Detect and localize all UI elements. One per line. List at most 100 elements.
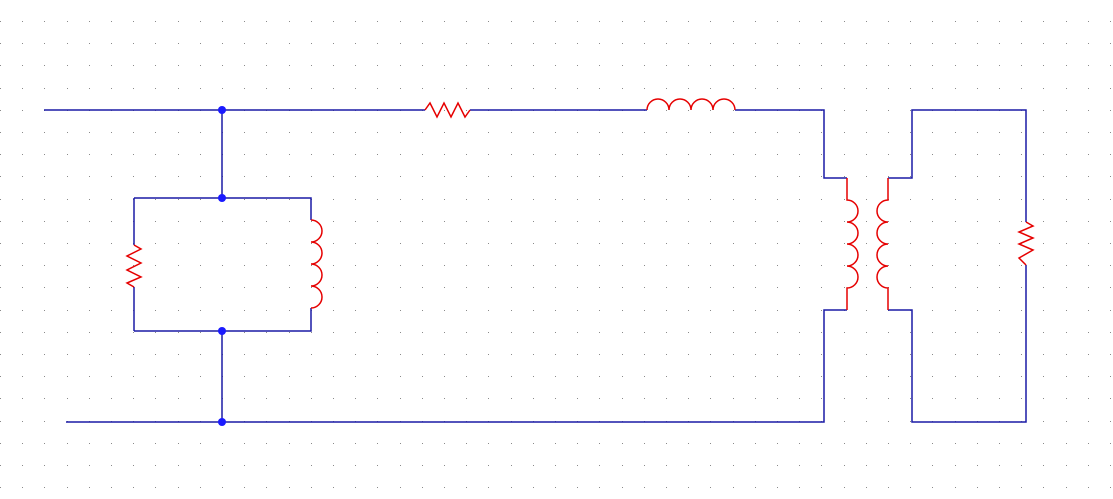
grid-dot — [666, 287, 667, 288]
grid-dot — [200, 398, 201, 399]
grid-dot — [1066, 132, 1067, 133]
grid-dot — [67, 65, 68, 66]
grid-dot — [1110, 21, 1111, 22]
grid-dot — [178, 221, 179, 222]
grid-dot — [955, 376, 956, 377]
grid-dot — [89, 154, 90, 155]
grid-dot — [999, 176, 1000, 177]
grid-dot — [422, 21, 423, 22]
grid-dot — [910, 487, 911, 488]
grid-dot — [844, 398, 845, 399]
grid-dot — [888, 154, 889, 155]
grid-dot — [999, 310, 1000, 311]
grid-dot — [44, 65, 45, 66]
grid-dot — [44, 332, 45, 333]
grid-dot — [1066, 287, 1067, 288]
shunt-inductor — [310, 219, 323, 309]
grid-dot — [266, 221, 267, 222]
grid-dot — [977, 199, 978, 200]
grid-dot — [955, 332, 956, 333]
grid-dot — [466, 65, 467, 66]
grid-dot — [555, 221, 556, 222]
grid-dot — [910, 465, 911, 466]
grid-dot — [821, 243, 822, 244]
grid-dot — [44, 199, 45, 200]
grid-dot — [511, 132, 512, 133]
grid-dot — [688, 176, 689, 177]
grid-dot — [1110, 443, 1111, 444]
grid-dot — [422, 88, 423, 89]
grid-dot — [155, 132, 156, 133]
grid-dot — [932, 376, 933, 377]
grid-dot — [67, 465, 68, 466]
grid-dot — [555, 310, 556, 311]
grid-dot — [244, 398, 245, 399]
grid-dot — [178, 65, 179, 66]
grid-dot — [1043, 354, 1044, 355]
grid-dot — [400, 265, 401, 266]
grid-dot — [555, 465, 556, 466]
grid-dot — [821, 154, 822, 155]
grid-dot — [1066, 487, 1067, 488]
grid-dot — [488, 310, 489, 311]
junction-dot — [218, 418, 226, 426]
grid-dot — [22, 88, 23, 89]
grid-dot — [755, 465, 756, 466]
grid-dot — [932, 310, 933, 311]
grid-dot — [44, 43, 45, 44]
grid-dot — [311, 65, 312, 66]
grid-dot — [222, 243, 223, 244]
grid-dot — [1088, 221, 1089, 222]
grid-dot — [1110, 310, 1111, 311]
grid-dot — [22, 265, 23, 266]
grid-dot — [67, 487, 68, 488]
shunt-resistor — [125, 244, 143, 288]
grid-dot — [1021, 487, 1022, 488]
grid-dot — [555, 398, 556, 399]
grid-dot — [67, 354, 68, 355]
grid-dot — [400, 43, 401, 44]
grid-dot — [400, 243, 401, 244]
grid-dot — [311, 243, 312, 244]
grid-dot — [289, 310, 290, 311]
grid-dot — [111, 43, 112, 44]
grid-dot — [799, 332, 800, 333]
grid-dot — [178, 310, 179, 311]
grid-dot — [511, 176, 512, 177]
grid-dot — [133, 132, 134, 133]
grid-dot — [44, 132, 45, 133]
grid-dot — [710, 332, 711, 333]
grid-dots — [0, 21, 1111, 488]
grid-dot — [1021, 132, 1022, 133]
grid-dot — [333, 465, 334, 466]
grid-dot — [22, 465, 23, 466]
grid-dot — [733, 243, 734, 244]
grid-dot — [89, 376, 90, 377]
grid-dot — [178, 21, 179, 22]
grid-dot — [444, 243, 445, 244]
grid-dot — [555, 154, 556, 155]
grid-dot — [488, 265, 489, 266]
grid-dot — [89, 21, 90, 22]
grid-dot — [977, 310, 978, 311]
grid-dot — [733, 154, 734, 155]
grid-dot — [0, 88, 1, 89]
grid-dot — [777, 465, 778, 466]
grid-dot — [644, 487, 645, 488]
grid-dot — [533, 21, 534, 22]
grid-dot — [888, 354, 889, 355]
grid-dot — [1088, 332, 1089, 333]
grid-dot — [422, 221, 423, 222]
grid-dot — [844, 265, 845, 266]
grid-dot — [955, 287, 956, 288]
grid-dot — [999, 376, 1000, 377]
grid-dot — [844, 154, 845, 155]
grid-dot — [755, 221, 756, 222]
grid-dot — [67, 265, 68, 266]
grid-dot — [1088, 88, 1089, 89]
grid-dot — [133, 465, 134, 466]
grid-dot — [910, 265, 911, 266]
grid-dot — [799, 398, 800, 399]
grid-dot — [622, 332, 623, 333]
grid-dot — [377, 465, 378, 466]
